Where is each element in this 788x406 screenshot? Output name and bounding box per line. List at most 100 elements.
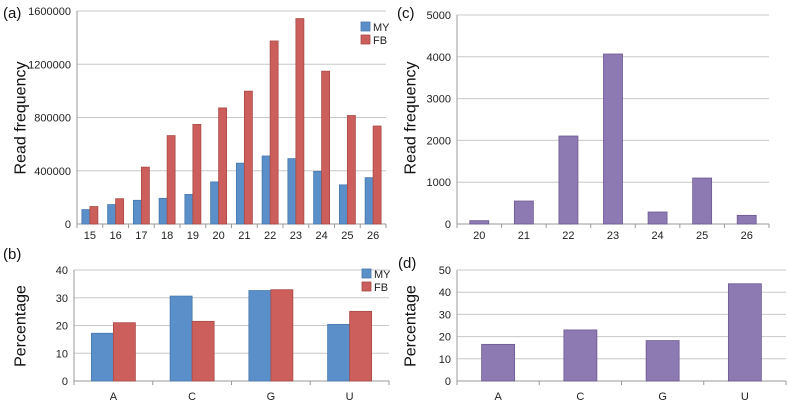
y-tick-label: 10 [439,354,451,366]
bar-fb-20 [218,107,228,225]
bar-fb-17 [140,166,150,225]
y-tick-label: 1000 [427,177,451,189]
y-tick-label: 40 [439,287,451,299]
bar-fb-U [349,310,373,382]
y-tick-label: 0 [62,376,68,388]
x-tick-label: A [494,391,502,403]
bar-my-C [169,295,193,382]
x-tick-label: G [658,391,667,403]
x-tick-label: U [346,391,354,403]
y-axis-title: Read frequency [13,62,30,175]
x-tick-label: 23 [290,230,302,242]
bar-my-23 [287,158,297,225]
panel-d: 0 10 20 30 40 50 A C G U Percentage (d) [398,255,787,403]
x-tick-label: 18 [161,230,173,242]
x-tick-label: A [110,391,118,403]
x-tick-label: 20 [213,230,225,242]
bar-fb-19 [192,124,202,225]
x-tick-label: 24 [316,230,328,242]
y-axis-title: Read frequency [403,62,420,175]
bar-U [727,283,762,382]
panel-label: (c) [397,5,415,22]
bar-A [481,343,516,382]
bar-G [645,340,680,382]
x-tick-label: 22 [562,230,574,242]
bar-my-A [90,332,114,382]
bar-22 [558,135,579,225]
bar-fb-22 [269,40,279,225]
x-tick-label: 21 [238,230,250,242]
x-tick-label: 25 [341,230,353,242]
x-tick-label: 26 [367,230,379,242]
legend-swatch-my [361,268,372,279]
x-tick-label: 19 [187,230,199,242]
bar-my-19 [184,194,194,225]
y-tick-label: 400000 [34,166,71,178]
x-tick-label: 26 [741,230,753,242]
x-tick-label: 17 [135,230,147,242]
legend-swatch-my [360,21,371,32]
bar-fb-16 [115,198,125,225]
legend-swatch-fb [360,34,371,45]
panel-a: 0 400000 800000 1200000 1600000 15 16 17 18 19 20 2… [3,5,390,242]
x-tick-label: 25 [696,230,708,242]
bar-my-16 [107,204,117,225]
bar-fb-25 [346,115,356,225]
legend-label-my: MY [373,22,390,34]
bar-fb-C [191,320,215,382]
bar-fb-23 [295,18,305,225]
x-tick-label: C [576,391,584,403]
bar-fb-26 [372,125,382,225]
bar-26 [736,214,757,225]
bar-my-22 [261,155,271,225]
legend-swatch-fb [361,281,372,292]
x-tick-label: 24 [651,230,663,242]
y-tick-label: 10 [56,348,68,360]
bar-my-17 [132,199,142,225]
x-tick-label: 23 [607,230,619,242]
bar-my-U [327,323,351,382]
x-tick-label: G [267,391,276,403]
y-axis-title: Percentage [403,285,420,367]
y-tick-label: 0 [65,219,71,231]
bar-C [563,329,598,382]
y-tick-label: 5000 [427,10,451,22]
bar-24 [647,211,668,225]
y-tick-label: 1200000 [28,59,71,71]
bar-20 [469,220,490,225]
x-tick-label: U [741,391,749,403]
y-tick-label: 1600000 [28,6,71,18]
legend-label-fb: FB [374,282,388,294]
bar-fb-G [270,289,294,382]
x-tick-label: 15 [84,230,96,242]
panel-label: (b) [3,246,21,263]
bar-fb-18 [166,135,176,225]
x-tick-label: 21 [518,230,530,242]
bar-my-18 [158,197,168,225]
y-tick-label: 20 [439,332,451,344]
bar-21 [513,200,534,225]
bar-my-20 [210,181,220,225]
bar-fb-15 [89,206,99,225]
panel-label: (d) [398,255,416,272]
panel-c: 0 1000 2000 3000 4000 5000 20 21 22 23 24 25 26 Read … [397,5,770,242]
bar-25 [692,177,713,225]
bar-my-15 [81,209,91,225]
panel-label: (a) [3,5,21,22]
y-tick-label: 30 [439,309,451,321]
y-tick-label: 0 [445,219,451,231]
y-tick-label: 2000 [427,135,451,147]
bar-my-25 [338,184,348,225]
y-tick-label: 50 [439,265,451,277]
legend-label-fb: FB [373,35,387,47]
bar-my-24 [313,171,323,225]
bar-23 [603,53,623,225]
bar-my-G [248,290,272,382]
y-tick-label: 0 [445,376,451,388]
y-tick-label: 40 [56,265,68,277]
y-tick-label: 4000 [427,52,451,64]
x-tick-label: 22 [264,230,276,242]
y-tick-label: 20 [56,321,68,333]
